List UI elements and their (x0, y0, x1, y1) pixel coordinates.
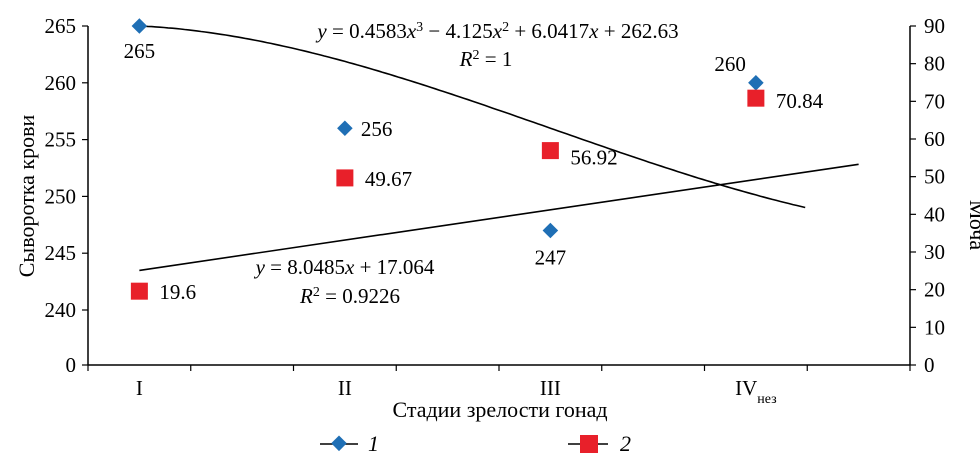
series-1-equation-group: y = 0.4583x3 − 4.125x2 + 6.0417x + 262.6… (315, 19, 678, 71)
series-1-point (748, 75, 764, 91)
series-1-equation: y = 0.4583x3 − 4.125x2 + 6.0417x + 262.6… (315, 19, 678, 43)
left-tick-label: 260 (45, 71, 77, 95)
series-2-data-label: 56.92 (570, 146, 617, 170)
x-tick-label: II (338, 376, 352, 400)
left-tick-label: 265 (45, 14, 77, 38)
left-tick-label: 0 (66, 353, 77, 377)
right-tick-label: 60 (924, 127, 945, 151)
x-tick-label: IVнез (735, 376, 777, 407)
right-tick-label: 10 (924, 315, 945, 339)
series-2-equation: y = 8.0485x + 17.064 (254, 255, 435, 279)
series-2-data-label: 19.6 (159, 280, 196, 304)
series-2-data-label: 49.67 (365, 167, 412, 191)
left-y-axis-title: Сыворотка крови (14, 115, 39, 278)
right-tick-label: 20 (924, 278, 945, 302)
right-tick-label: 0 (924, 353, 935, 377)
left-tick-label: 245 (45, 241, 77, 265)
series-1-data-label: 260 (714, 52, 746, 76)
legend-label-1: 1 (368, 431, 379, 456)
data-labels: 265 256 247 260 19.6 49.67 56.92 70.84 (124, 39, 824, 304)
series-2-r2: R2 = 0.9226 (299, 284, 400, 308)
right-tick-label: 40 (924, 202, 945, 226)
series-2-trendline (139, 163, 859, 272)
legend-marker-diamond (331, 435, 347, 452)
left-y-ticks: 0 240 245 250 255 260 265 (45, 14, 88, 377)
series-1-r2: R2 = 1 (459, 47, 513, 71)
series-1-data-label: 265 (124, 39, 156, 63)
right-tick-label: 70 (924, 89, 945, 113)
right-tick-label: 80 (924, 52, 945, 76)
right-tick-label: 50 (924, 165, 945, 189)
legend: 1 2 (320, 431, 631, 456)
series-1-data-label: 256 (361, 117, 393, 141)
series-2-data-label: 70.84 (776, 89, 824, 113)
right-tick-label: 30 (924, 240, 945, 264)
series-2-point (130, 282, 148, 300)
series-2-point (336, 169, 354, 187)
series-1-point (542, 222, 559, 239)
x-tick-label: III (540, 376, 561, 400)
x-tick-label: I (136, 376, 143, 400)
right-tick-label: 90 (924, 14, 945, 38)
legend-item-1: 1 (320, 431, 379, 456)
left-tick-label: 250 (45, 184, 77, 208)
series-1-point (337, 120, 353, 137)
x-axis-title: Стадии зрелости гонад (392, 397, 607, 422)
series-2-equation-group: y = 8.0485x + 17.064 R2 = 0.9226 (254, 255, 435, 308)
legend-item-2: 2 (568, 431, 631, 456)
left-tick-label: 255 (45, 128, 77, 152)
legend-label-2: 2 (620, 431, 631, 456)
series-1-data-label: 247 (535, 245, 567, 269)
markers (130, 18, 765, 300)
series-2-point (747, 89, 765, 107)
series-1-trendline (139, 25, 806, 209)
legend-marker-square (580, 435, 598, 453)
right-y-ticks: 0 10 20 30 40 50 60 70 80 90 (910, 14, 945, 377)
series-2-point (541, 142, 559, 160)
left-tick-label: 240 (45, 298, 77, 322)
right-y-axis-title: Моча (965, 200, 980, 251)
series-1-point (131, 18, 148, 34)
